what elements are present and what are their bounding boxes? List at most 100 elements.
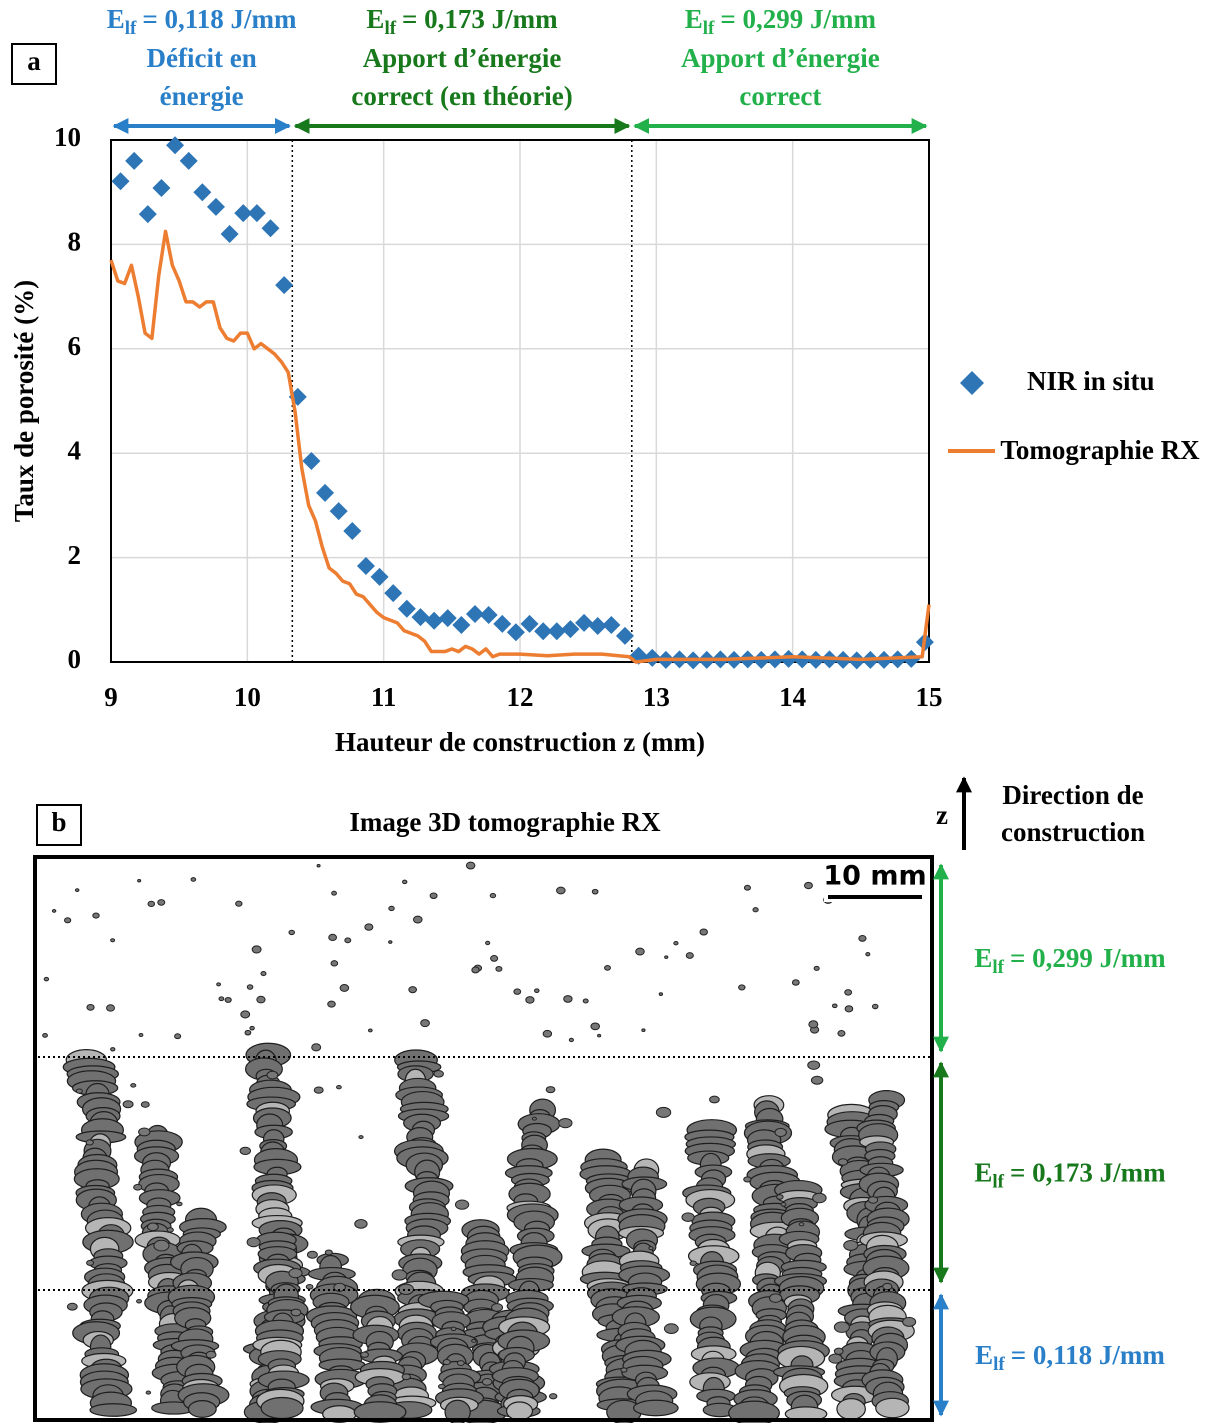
pore: [471, 966, 480, 974]
data-point: [179, 151, 198, 170]
pore: [837, 1030, 846, 1037]
pore: [774, 1127, 787, 1137]
pore: [64, 917, 72, 924]
x-tick-label: 11: [371, 682, 397, 712]
pore: [471, 1338, 477, 1343]
energy-subscript: lf: [384, 18, 396, 39]
pore: [491, 1303, 504, 1312]
pore: [110, 938, 116, 943]
pore: [604, 965, 611, 971]
pore: [752, 907, 759, 913]
pore: [590, 1022, 600, 1031]
pore: [85, 1139, 94, 1146]
pore: [288, 1268, 303, 1279]
pore: [743, 884, 751, 891]
plot-frame: [110, 139, 930, 663]
pore: [92, 912, 100, 919]
pore: [130, 1083, 137, 1088]
pore: [224, 996, 232, 1003]
pore: [145, 1390, 152, 1395]
axis-label: z: [936, 800, 948, 830]
data-point: [643, 648, 662, 667]
pore: [86, 1259, 95, 1266]
pore: [306, 1250, 318, 1259]
data-point: [438, 609, 457, 628]
data-point: [466, 604, 485, 623]
pore: [360, 1351, 369, 1358]
pore: [776, 1194, 784, 1200]
data-point: [206, 197, 225, 216]
energy-label: Elf = 0,299 J/mm: [974, 943, 1166, 978]
y-axis-label: Taux de porosité (%): [9, 280, 39, 522]
pore: [89, 1403, 138, 1417]
pore: [174, 1033, 182, 1040]
data-point: [397, 599, 416, 618]
pore: [699, 928, 708, 936]
pore: [738, 984, 746, 991]
pore: [66, 1302, 78, 1311]
pore: [549, 1393, 558, 1400]
pore: [313, 1086, 324, 1094]
data-point: [384, 584, 403, 603]
data-point: [793, 650, 812, 669]
pore: [147, 900, 156, 908]
pore: [367, 1028, 373, 1033]
pore: [305, 1283, 314, 1290]
pore: [216, 982, 222, 987]
pore: [146, 1222, 159, 1232]
pore: [153, 1239, 170, 1252]
energy-symbol: E: [107, 4, 125, 34]
pore: [582, 998, 589, 1004]
data-point: [547, 622, 566, 641]
energy-energy: = 0,173 J/mm: [402, 4, 558, 34]
scale-bar-label: 10 mm: [823, 861, 926, 892]
pore: [260, 971, 267, 977]
pore: [140, 1101, 150, 1108]
pore: [641, 1028, 646, 1032]
pore: [136, 1298, 143, 1304]
pore: [681, 1212, 695, 1222]
data-point: [452, 615, 471, 634]
direction-label: construction: [1001, 817, 1145, 847]
data-point: [370, 567, 389, 586]
pore: [807, 1060, 821, 1070]
legend-marker: [960, 371, 984, 395]
pore: [74, 888, 80, 893]
pore: [122, 1100, 134, 1109]
pore: [810, 1075, 824, 1085]
pore: [556, 886, 566, 895]
region-description: Apport d’énergie: [681, 43, 880, 73]
energy-symbol: E: [974, 943, 992, 973]
pore: [545, 1086, 556, 1094]
pore: [43, 976, 50, 982]
pore: [218, 996, 225, 1002]
energy-subscript: lf: [992, 957, 1004, 978]
region-description: correct: [739, 81, 821, 111]
data-point: [561, 620, 580, 639]
pore: [137, 878, 142, 883]
pore: [266, 1070, 279, 1080]
energy-energy: = 0,173 J/mm: [1010, 1158, 1166, 1188]
pore: [902, 1316, 917, 1327]
pore: [709, 1095, 720, 1104]
data-point: [261, 219, 280, 238]
pore: [331, 890, 337, 896]
image-frame: [33, 855, 934, 1422]
pore: [813, 965, 820, 971]
panel-label: a: [27, 46, 41, 76]
data-point: [765, 650, 784, 669]
pore: [791, 979, 800, 986]
data-point: [752, 650, 771, 669]
pore: [176, 1201, 183, 1207]
energy-subscript: lf: [125, 18, 137, 39]
x-tick-label: 14: [779, 682, 806, 712]
x-tick-label: 9: [104, 682, 118, 712]
data-point: [779, 649, 798, 668]
y-tick-label: 8: [68, 227, 82, 257]
pore: [391, 1269, 408, 1281]
pore: [336, 1085, 342, 1090]
energy-energy: = 0,299 J/mm: [1010, 943, 1166, 973]
pore: [663, 1323, 679, 1334]
data-point: [411, 608, 430, 627]
pore: [190, 877, 197, 882]
